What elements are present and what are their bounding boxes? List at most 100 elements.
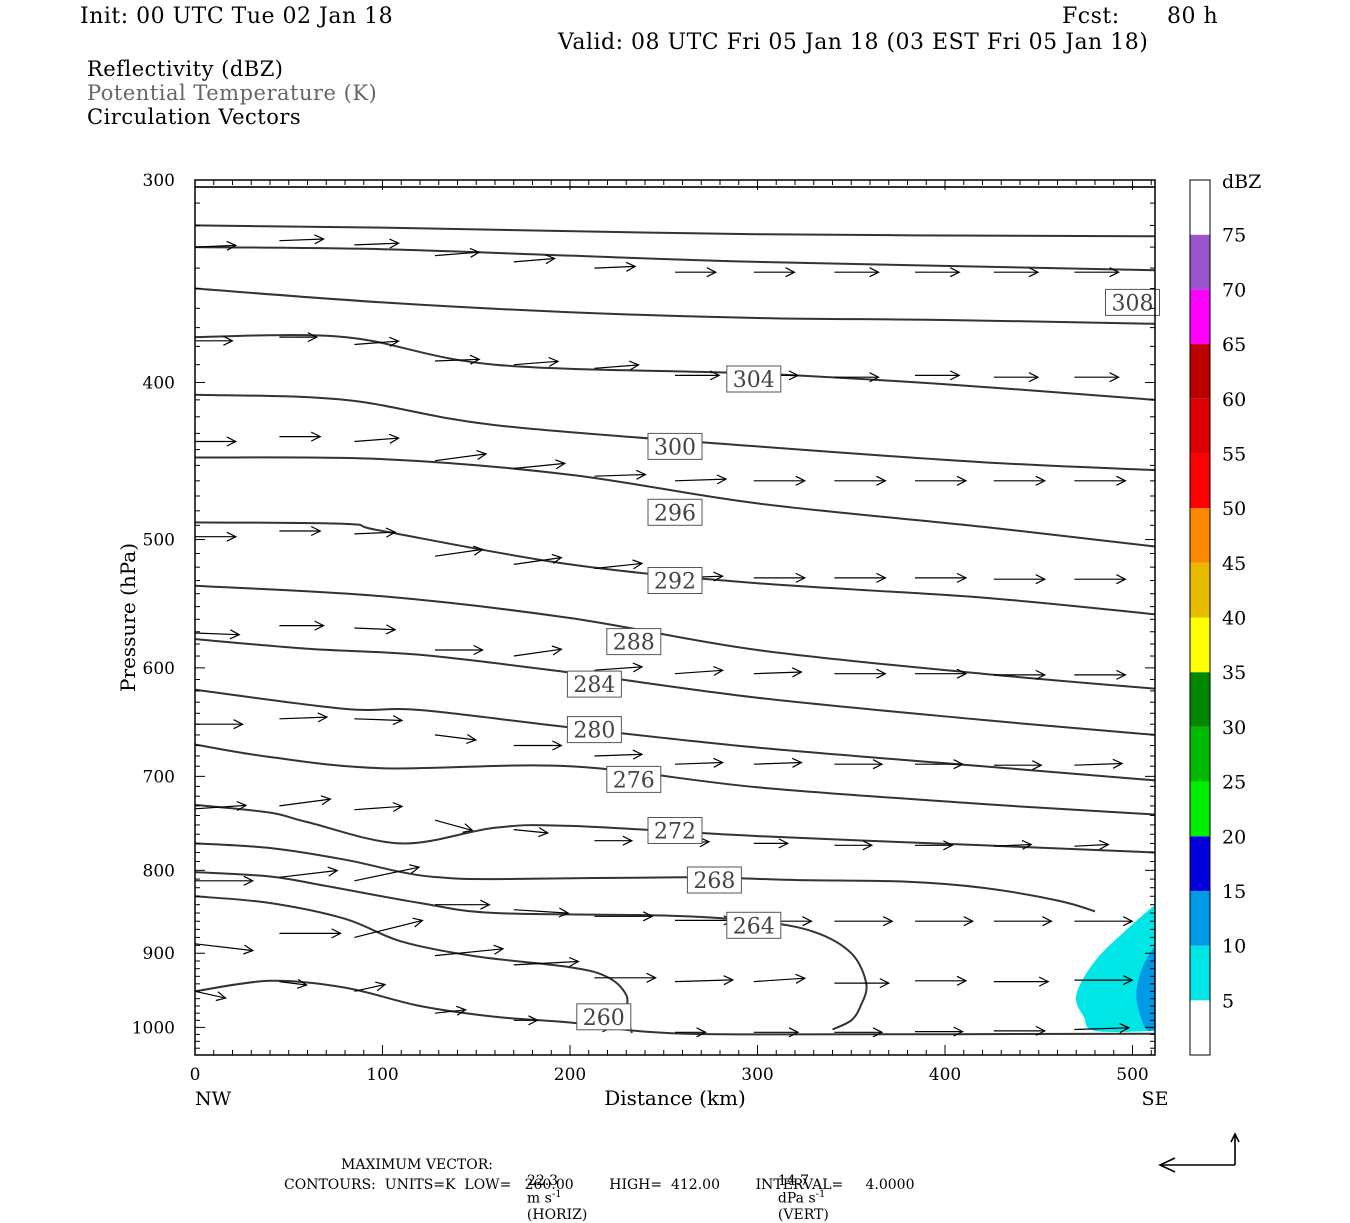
circulation-vector	[915, 759, 964, 770]
circulation-vector	[279, 928, 342, 939]
vector-shaft	[513, 960, 579, 966]
vector-shaft	[513, 829, 548, 834]
circulation-vector	[1074, 574, 1127, 585]
colorbar-label: 30	[1222, 717, 1246, 739]
vector-head	[409, 864, 421, 874]
contour-label-text: 308	[1112, 291, 1154, 316]
vector-head	[310, 431, 322, 442]
vector-head	[716, 474, 728, 485]
contour-label-box	[1105, 288, 1160, 316]
vector-head	[307, 332, 319, 343]
circulation-vector	[993, 267, 1040, 278]
circulation-vector	[675, 370, 721, 381]
circulation-vector	[834, 759, 884, 770]
circulation-vector	[915, 916, 975, 927]
circulation-vector	[594, 662, 644, 673]
contour-label-268: 268	[686, 866, 742, 894]
vert-tag: (VERT)	[777, 1206, 829, 1223]
vector-shaft	[354, 718, 403, 722]
vector-shaft	[354, 805, 403, 811]
isentrope-264	[195, 895, 633, 1034]
contour-label-text: 296	[654, 501, 696, 526]
circulation-vector	[435, 644, 484, 656]
vector-head	[1098, 839, 1110, 850]
vector-shaft	[194, 943, 253, 952]
vector-head	[226, 531, 238, 542]
vector-shaft	[594, 265, 636, 269]
circulation-vector	[1074, 758, 1124, 769]
vector-head	[713, 665, 724, 676]
vector-head	[375, 981, 387, 992]
colorbar-band-0-5	[1190, 1000, 1210, 1055]
circulation-vector	[753, 757, 803, 768]
vector-head	[625, 261, 637, 272]
vector-head	[558, 907, 570, 918]
colorbar-label: 40	[1222, 608, 1246, 630]
vector-head	[243, 875, 255, 886]
circulation-vector	[1074, 975, 1134, 986]
isentrope-272	[195, 842, 1096, 913]
circulation-vector	[594, 261, 637, 272]
vector-head	[317, 712, 329, 723]
contour-label-text: 264	[733, 914, 775, 939]
colorbar-band-25-30	[1190, 726, 1210, 782]
circulation-vector	[753, 838, 790, 849]
circulation-vector	[194, 800, 248, 812]
circulation-vector	[354, 801, 404, 813]
vector-shaft	[279, 981, 307, 986]
circulation-vector	[915, 572, 968, 583]
contour-label-text: 268	[693, 869, 735, 894]
circulation-vector	[434, 819, 474, 833]
vector-head	[538, 827, 550, 838]
circulation-vector	[915, 840, 954, 851]
x-tick-label: 0	[190, 1065, 201, 1085]
vector-shaft	[194, 632, 240, 636]
vector-shaft	[434, 1009, 466, 1014]
colorbar-label: 35	[1222, 662, 1246, 684]
isentrope-304	[195, 334, 1155, 401]
reflectivity-area-10-15	[1136, 945, 1155, 1031]
vector-shaft	[674, 669, 723, 675]
vector-head	[956, 975, 968, 986]
contour-label-box	[566, 670, 622, 698]
isentrope-310	[195, 224, 1155, 238]
vector-shaft	[354, 340, 399, 346]
vector-head	[568, 956, 580, 967]
isentrope-280	[195, 743, 1155, 816]
circulation-vector	[513, 553, 563, 565]
vert-value: 14.7	[777, 1173, 810, 1189]
circulation-vector	[834, 1027, 884, 1038]
circulation-vector	[434, 944, 505, 957]
vector-head	[791, 667, 803, 678]
circulation-vector	[753, 973, 807, 984]
vector-head	[1122, 916, 1134, 927]
vector-head	[713, 757, 724, 768]
colorbar-band-60-65	[1190, 344, 1210, 399]
circulation-vector	[513, 827, 550, 838]
vector-shaft	[594, 364, 639, 369]
vector-shaft	[753, 977, 805, 983]
circulation-vector	[915, 267, 961, 278]
vector-head	[1122, 975, 1134, 986]
circulation-vector	[674, 757, 724, 768]
vector-head	[1035, 1025, 1047, 1036]
circulation-vector	[993, 574, 1047, 585]
contour-label-308: 308	[1105, 288, 1160, 316]
x-tick-label: 500	[1116, 1065, 1148, 1085]
circulation-vector	[1074, 1023, 1131, 1034]
vector-shaft	[434, 358, 480, 362]
circulation-vector	[434, 545, 484, 557]
circulation-vector	[594, 360, 640, 371]
vector-shaft	[194, 244, 236, 248]
vector-head	[544, 254, 556, 265]
vector-shaft	[354, 437, 399, 443]
vector-head	[1109, 267, 1120, 278]
vector-head	[1035, 669, 1047, 680]
contour-label-292: 292	[647, 567, 703, 595]
x-tick-label: 300	[741, 1065, 773, 1085]
contour-label-text: 284	[573, 673, 615, 698]
vector-head	[389, 336, 400, 347]
vector-head	[785, 267, 796, 278]
circulation-vector	[513, 956, 580, 967]
circulation-vector	[674, 975, 735, 986]
